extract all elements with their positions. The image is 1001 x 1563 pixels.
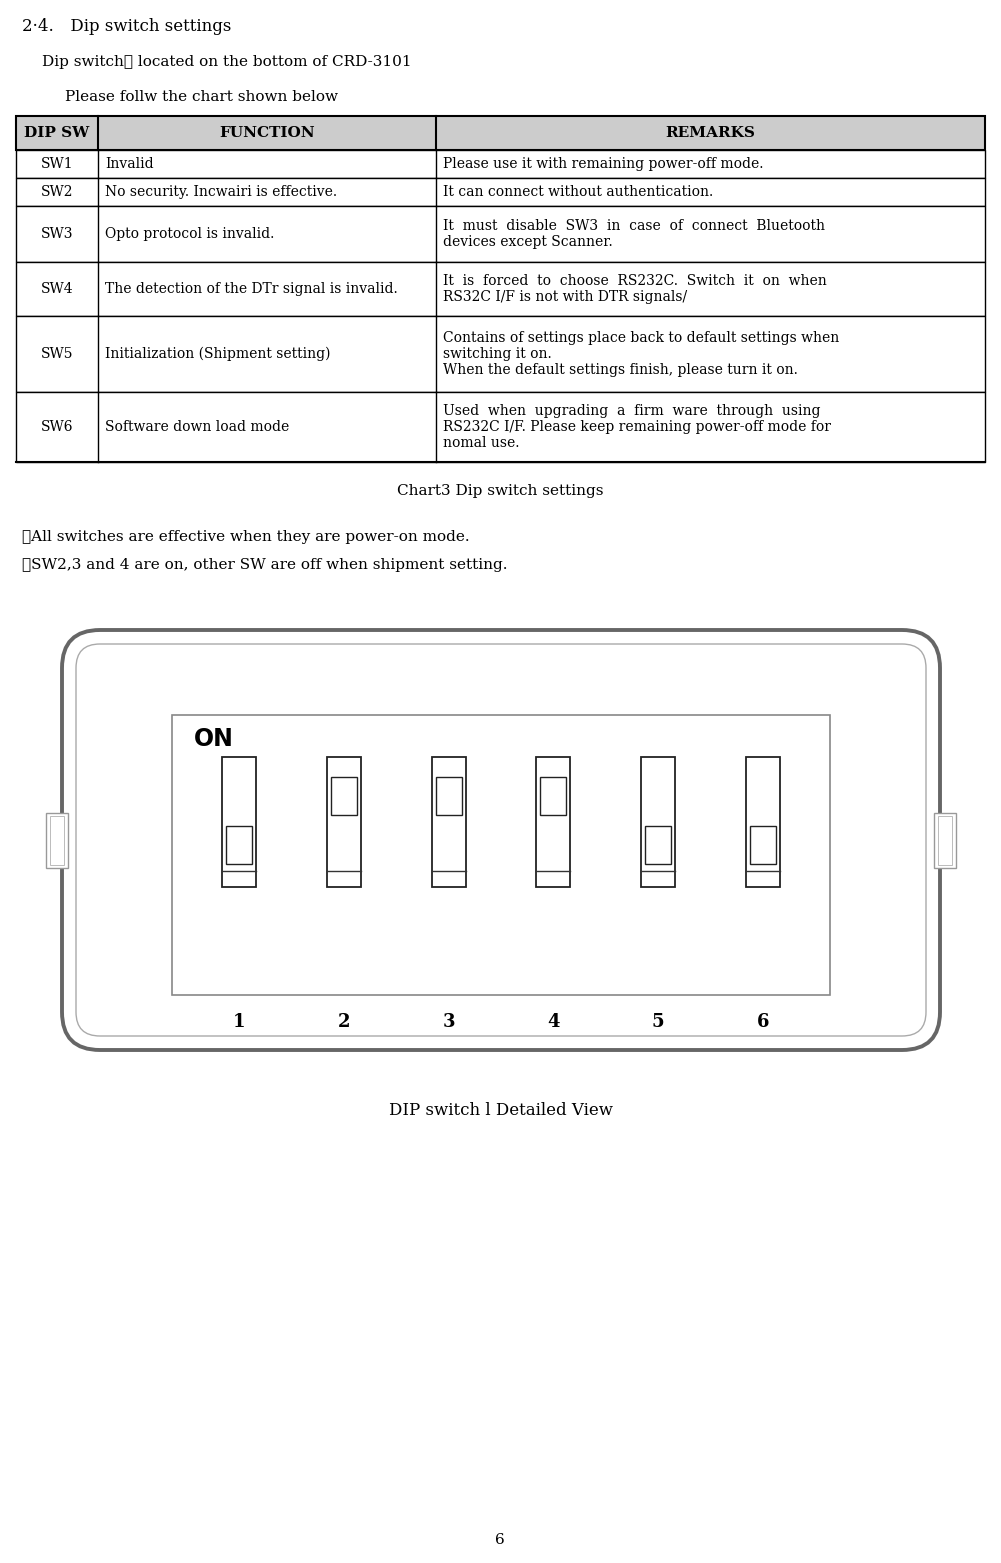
Text: 2·4. Dip switch settings: 2·4. Dip switch settings	[22, 19, 231, 34]
Bar	[934, 813, 956, 867]
Text: ※SW2,3 and 4 are on, other SW are off when shipment setting.: ※SW2,3 and 4 are on, other SW are off wh…	[22, 558, 508, 572]
FancyBboxPatch shape	[76, 644, 926, 1036]
Bar	[172, 714, 830, 996]
Bar	[331, 777, 357, 814]
Text: Contains of settings place back to default settings when: Contains of settings place back to defau…	[443, 331, 839, 345]
Bar	[46, 813, 68, 867]
Bar	[16, 178, 985, 206]
Bar	[16, 116, 985, 150]
Text: 6: 6	[495, 1533, 505, 1547]
Text: The detection of the DTr signal is invalid.: The detection of the DTr signal is inval…	[105, 281, 397, 295]
Bar	[537, 756, 571, 886]
Bar	[222, 756, 256, 886]
Bar	[541, 777, 567, 814]
Bar	[16, 150, 985, 178]
Text: 6: 6	[757, 1013, 769, 1032]
Text: ON: ON	[194, 727, 234, 750]
Text: SW4: SW4	[41, 281, 73, 295]
Bar	[16, 206, 985, 263]
Text: DIP switch l Detailed View: DIP switch l Detailed View	[389, 1102, 613, 1119]
Bar	[750, 827, 776, 864]
Bar	[435, 777, 461, 814]
Bar	[16, 392, 985, 463]
Bar	[938, 816, 952, 864]
Text: DIP SW: DIP SW	[24, 127, 90, 141]
Text: When the default settings finish, please turn it on.: When the default settings finish, please…	[443, 363, 798, 377]
Text: SW2: SW2	[41, 184, 73, 199]
Text: It can connect without authentication.: It can connect without authentication.	[443, 184, 714, 199]
Text: Used  when  upgrading  a  firm  ware  through  using: Used when upgrading a firm ware through …	[443, 403, 821, 417]
Text: ※All switches are effective when they are power-on mode.: ※All switches are effective when they ar…	[22, 530, 469, 544]
Bar	[327, 756, 361, 886]
Text: SW3: SW3	[41, 227, 73, 241]
Text: 5: 5	[652, 1013, 665, 1032]
Text: Dip switch　 located on the bottom of CRD-3101: Dip switch located on the bottom of CRD-…	[42, 55, 411, 69]
Text: RS32C I/F is not with DTR signals/: RS32C I/F is not with DTR signals/	[443, 291, 687, 303]
Text: It  is  forced  to  choose  RS232C.  Switch  it  on  when: It is forced to choose RS232C. Switch it…	[443, 274, 827, 288]
Text: No security. Incwairi is effective.: No security. Incwairi is effective.	[105, 184, 337, 199]
Text: 3: 3	[442, 1013, 454, 1032]
Bar	[645, 827, 671, 864]
Text: 1: 1	[233, 1013, 245, 1032]
Text: RS232C I/F. Please keep remaining power-off mode for: RS232C I/F. Please keep remaining power-…	[443, 420, 831, 435]
Text: Please follw the chart shown below: Please follw the chart shown below	[65, 91, 338, 105]
Bar	[16, 316, 985, 392]
Text: switching it on.: switching it on.	[443, 347, 552, 361]
Bar	[431, 756, 465, 886]
Bar	[641, 756, 675, 886]
Text: Initialization (Shipment setting): Initialization (Shipment setting)	[105, 347, 330, 361]
Text: FUNCTION: FUNCTION	[219, 127, 314, 141]
Bar	[16, 263, 985, 316]
Text: 4: 4	[548, 1013, 560, 1032]
Text: devices except Scanner.: devices except Scanner.	[443, 234, 613, 249]
Bar	[746, 756, 780, 886]
Text: nomal use.: nomal use.	[443, 436, 520, 450]
Text: Please use it with remaining power-off mode.: Please use it with remaining power-off m…	[443, 156, 764, 170]
Text: It  must  disable  SW3  in  case  of  connect  Bluetooth: It must disable SW3 in case of connect B…	[443, 219, 825, 233]
Text: Software down load mode: Software down load mode	[105, 420, 289, 435]
Bar	[226, 827, 252, 864]
Text: SW5: SW5	[41, 347, 73, 361]
Text: Chart3 Dip switch settings: Chart3 Dip switch settings	[397, 485, 604, 499]
Bar	[50, 816, 64, 864]
Text: 2: 2	[337, 1013, 350, 1032]
Text: SW1: SW1	[41, 156, 73, 170]
Text: REMARKS: REMARKS	[666, 127, 756, 141]
Text: SW6: SW6	[41, 420, 73, 435]
FancyBboxPatch shape	[62, 630, 940, 1050]
Text: Opto protocol is invalid.: Opto protocol is invalid.	[105, 227, 274, 241]
Text: Invalid: Invalid	[105, 156, 153, 170]
